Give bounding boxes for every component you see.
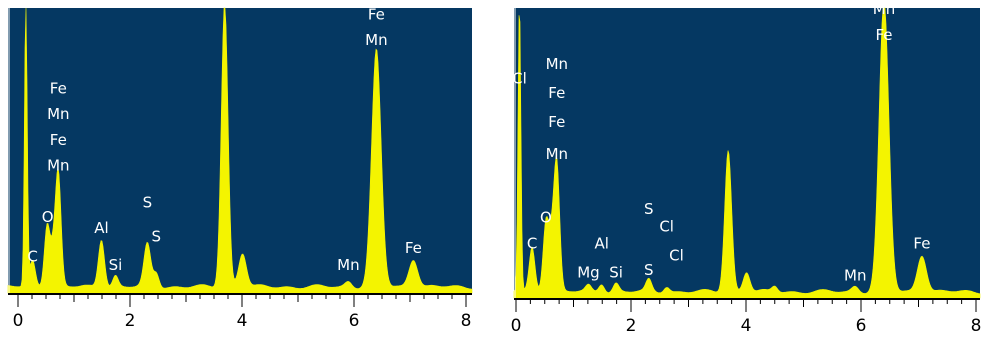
peak-label: Mn <box>47 105 69 123</box>
peak-label: Si <box>109 256 123 274</box>
peak-label: Mn <box>47 156 69 174</box>
peak-label: Fe <box>548 84 565 102</box>
x-tick-label: 6 <box>349 311 360 331</box>
spectrum-chart-right: Mn Cl Fe Fe Mn OC Al Mg Si S Cl Cl S Mn Mn Fe Fe 0 2 4 6 8 <box>511 0 982 336</box>
peak-label: Fe <box>548 113 565 131</box>
peak-label: Cl <box>669 246 684 264</box>
x-tick-label: 4 <box>741 316 752 336</box>
peak-label: Fe <box>405 239 422 257</box>
peak-label: Mg <box>577 264 599 282</box>
peak-label: Mn <box>873 0 895 18</box>
x-tick-label: 8 <box>971 316 982 336</box>
spectrum-chart-left: Fe Mn Fe Mn O C Al Si SS Mn Fe Mn Fe 0 2 4 6 8 <box>7 5 473 331</box>
peak-label: O <box>42 208 54 226</box>
x-tick-label: 6 <box>856 316 867 336</box>
x-tick-label: 8 <box>461 311 472 331</box>
peak-label: Mn <box>337 256 359 274</box>
peak-label: Fe <box>50 80 67 98</box>
peak-label: C <box>527 235 537 253</box>
peak-label: Cl <box>659 217 674 235</box>
peak-label: S <box>644 261 654 279</box>
peak-label: Al <box>594 235 608 253</box>
peak-label: Mn <box>844 267 866 285</box>
peak-label: Mn <box>365 31 387 49</box>
x-tick-label: 4 <box>237 311 248 331</box>
peak-label: Fe <box>368 5 385 23</box>
spectrum-panel-left: Fe Mn Fe Mn O C Al Si S S Mn Fe Mn Fe 0 2 4 6 8 <box>0 0 476 345</box>
x-tick-label: 2 <box>125 311 136 331</box>
peak-label: S <box>152 228 162 246</box>
peak-label: Si <box>609 264 623 282</box>
plot-background <box>8 8 472 293</box>
peak-label: C <box>27 248 37 266</box>
peak-label: O <box>540 209 552 227</box>
peak-label: Cl <box>512 69 527 87</box>
peak-label: S <box>644 200 654 218</box>
plot-background <box>514 8 980 298</box>
peak-label: Fe <box>913 235 930 253</box>
peak-label: Mn <box>546 145 568 163</box>
peak-label: Mn <box>546 55 568 73</box>
spectrum-panel-right: Mn Cl Fe Fe Mn O C Al Mg Si S Cl Cl S Mn Mn Fe Fe 0 2 4 6 8 <box>506 0 982 345</box>
peak-label: Fe <box>875 26 892 44</box>
spectrum-trace <box>513 7 981 299</box>
peak-label: Fe <box>50 131 67 149</box>
peak-label: Al <box>94 219 108 237</box>
x-tick-label: 0 <box>511 316 522 336</box>
spectrum-trace <box>7 7 473 294</box>
peak-label: S <box>143 194 153 212</box>
x-tick-label: 0 <box>13 311 24 331</box>
x-tick-label: 2 <box>626 316 637 336</box>
